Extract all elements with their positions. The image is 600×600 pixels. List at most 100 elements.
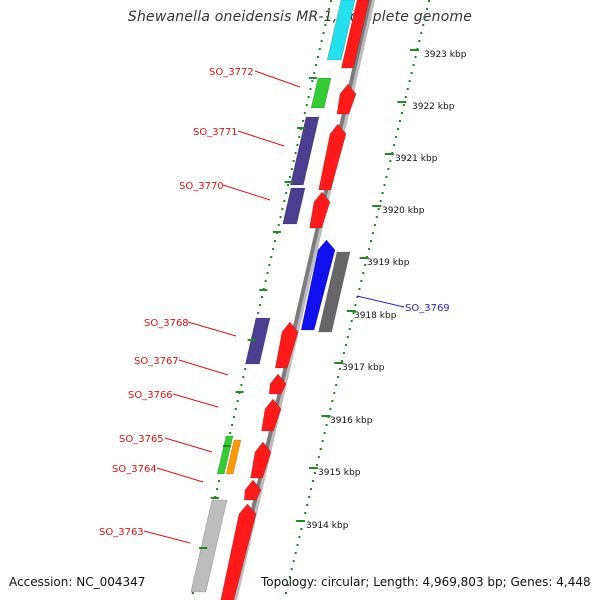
track-dot-left: [311, 80, 314, 82]
scale-label-3916: 3916 kbp: [330, 416, 373, 426]
gene-red-3768: [274, 321, 299, 369]
scale-label-3920: 3920 kbp: [382, 206, 425, 216]
leader-line: [172, 393, 219, 408]
track-dot-right: [354, 304, 357, 306]
gene-label-so-3763[interactable]: SO_3763: [99, 527, 144, 538]
label-leader-lines: [143, 70, 405, 544]
track-dot-right: [348, 328, 351, 330]
track-dot-right: [383, 184, 386, 186]
scale-label-3914: 3914 kbp: [306, 521, 349, 531]
gene-label-so-3766[interactable]: SO_3766: [128, 390, 173, 401]
track-dot-left: [320, 40, 323, 42]
scale-label-3917: 3917 kbp: [342, 363, 385, 373]
gene-blue-3769: [300, 239, 336, 331]
outer-dotted-track-right: [284, 0, 430, 594]
track-dot-right: [300, 528, 303, 530]
track-dot-right: [379, 200, 382, 202]
gene-red-small: [243, 479, 262, 501]
track-dot-right: [428, 0, 430, 2]
gene-label-so-3772[interactable]: SO_3772: [209, 67, 254, 78]
gene-purple-3770: [282, 187, 306, 225]
track-dot-right: [292, 560, 295, 562]
gene-label-so-3769[interactable]: SO_3769: [405, 303, 450, 314]
track-dot-left: [318, 48, 321, 50]
accession-text: Accession: NC_004347: [9, 575, 146, 589]
gene-green-3772: [310, 77, 332, 109]
gene-purple-3768: [245, 317, 271, 365]
gene-cyan-top: [326, 0, 356, 61]
track-dot-left: [316, 56, 319, 58]
track-dot-right: [352, 312, 355, 314]
track-dot-right: [389, 160, 392, 162]
gene-label-so-3771[interactable]: SO_3771: [193, 127, 238, 138]
track-dot-left: [264, 280, 267, 282]
track-dot-left: [257, 312, 260, 314]
gene-label-so-3765[interactable]: SO_3765: [119, 434, 164, 445]
leader-line: [187, 321, 237, 337]
track-dot-right: [315, 464, 318, 466]
track-dot-right: [393, 144, 396, 146]
track-dot-left: [268, 264, 271, 266]
scale-ticks: [199, 49, 419, 549]
gene-label-so-3767[interactable]: SO_3767: [134, 356, 179, 367]
track-dot-right: [412, 64, 415, 66]
track-dot-right: [308, 496, 311, 498]
track-dot-left: [287, 184, 290, 186]
gene-red-3771: [318, 123, 347, 191]
genome-title: Shewanella oneidensis MR-1, complete gen…: [127, 9, 473, 25]
gene-red-3763: [220, 503, 257, 600]
scale-label-3922: 3922 kbp: [412, 102, 455, 112]
track-dot-right: [368, 248, 371, 250]
track-dot-right: [306, 504, 309, 506]
track-dot-right: [356, 296, 359, 298]
track-dot-right: [310, 488, 313, 490]
track-dot-left: [242, 376, 245, 378]
track-dot-left: [270, 256, 273, 258]
scale-label-3919: 3919 kbp: [367, 258, 410, 268]
track-dot-right: [337, 376, 340, 378]
leader-line: [356, 295, 405, 308]
track-dot-right: [304, 512, 307, 514]
scale-label-3918: 3918 kbp: [354, 311, 397, 321]
leader-line: [237, 130, 285, 147]
track-dot-right: [418, 40, 421, 42]
track-dot-left: [294, 152, 297, 154]
topology-text: Topology: circular; Length: 4,969,803 bp…: [261, 575, 591, 589]
gene-orange-3765: [225, 439, 242, 475]
track-dot-right: [371, 232, 374, 234]
track-dot-right: [298, 536, 301, 538]
gene-label-so-3764[interactable]: SO_3764: [112, 464, 157, 475]
track-dot-right: [422, 24, 425, 26]
track-dot-right: [426, 8, 429, 10]
track-dot-right: [399, 120, 401, 122]
track-dot-right: [335, 384, 338, 386]
track-dot-right: [400, 112, 403, 114]
gene-label-so-3770[interactable]: SO_3770: [179, 181, 224, 192]
track-dot-left: [274, 240, 276, 242]
track-dot-left: [216, 488, 219, 490]
track-dot-right: [387, 168, 390, 170]
track-dot-right: [331, 400, 334, 402]
track-dot-left: [259, 304, 262, 306]
track-dot-left: [218, 480, 220, 482]
track-dot-right: [381, 192, 384, 194]
gene-red-top: [340, 0, 370, 69]
track-dot-left: [231, 424, 234, 426]
track-dot-right: [325, 424, 328, 426]
track-dot-right: [377, 208, 380, 210]
track-dot-left: [234, 408, 237, 410]
track-dot-right: [312, 480, 314, 482]
track-dot-right: [286, 584, 289, 586]
leader-line: [254, 70, 301, 88]
gene-label-so-3768[interactable]: SO_3768: [144, 318, 189, 329]
leader-line: [143, 530, 191, 544]
track-dot-right: [319, 448, 322, 450]
track-dot-right: [329, 408, 332, 410]
track-dot-right: [414, 56, 417, 58]
gene-red-3764: [250, 441, 272, 479]
track-dot-left: [296, 144, 299, 146]
track-dot-left: [285, 192, 288, 194]
leader-line: [222, 184, 271, 201]
